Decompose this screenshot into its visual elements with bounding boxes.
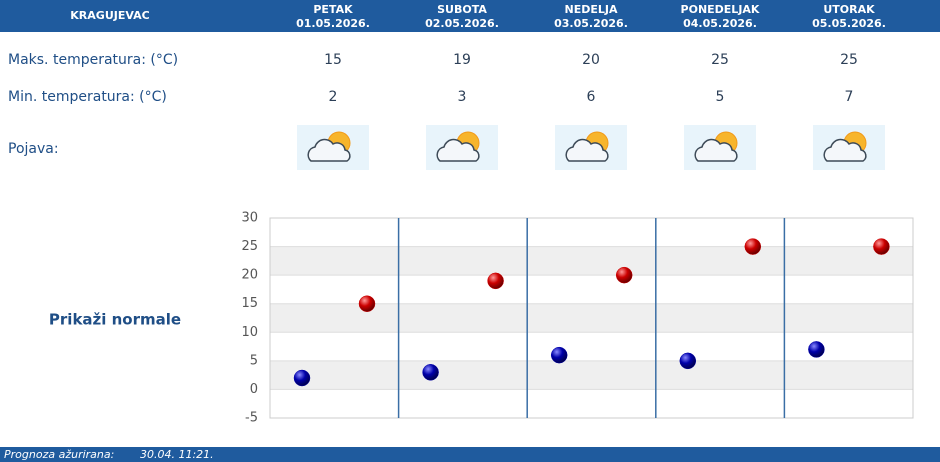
phenomenon-label: Pojava: [8, 141, 59, 157]
max-point [615, 266, 633, 284]
max-temp: 15 [324, 52, 342, 68]
min-temp: 6 [587, 89, 596, 105]
icon-cloud [694, 138, 738, 162]
max-point [873, 238, 890, 255]
day-name: PONEDELJAK [681, 3, 760, 16]
min-temp: 7 [845, 89, 854, 105]
grid-band [270, 246, 913, 276]
weather-icon [555, 125, 627, 170]
y-tick-label: 15 [241, 296, 258, 311]
max-point [358, 295, 376, 312]
icon-cloud [823, 138, 867, 162]
y-tick-label: 0 [250, 382, 258, 397]
max-point [744, 238, 762, 255]
max-temp: 25 [711, 52, 729, 68]
y-tick-label: 30 [241, 211, 258, 226]
weather-icon [297, 125, 369, 170]
weather-icon [426, 125, 498, 170]
min-label: Min. temperatura: (°C) [8, 89, 167, 105]
day-name: UTORAK [823, 3, 875, 16]
max-label: Maks. temperatura: (°C) [8, 52, 178, 68]
y-tick-label: 25 [241, 239, 258, 254]
min-temp: 2 [329, 89, 338, 105]
normals-link[interactable]: Prikaži normale [49, 311, 181, 329]
header-bar [0, 0, 940, 32]
y-tick-label: 10 [241, 325, 258, 340]
day-name: NEDELJA [565, 3, 618, 16]
footer-value: 30.04. 11:21. [140, 448, 214, 461]
day-name: PETAK [313, 3, 353, 16]
grid-band [270, 360, 913, 390]
min-point [679, 352, 697, 370]
day-date: 03.05.2026. [554, 17, 628, 30]
icon-cloud [565, 138, 609, 162]
city: KRAGUJEVAC [70, 9, 149, 22]
day-date: 05.05.2026. [812, 17, 886, 30]
day-date: 01.05.2026. [296, 17, 370, 30]
y-tick-label: 20 [241, 268, 258, 283]
weather-icon [684, 125, 756, 170]
y-tick-label: -5 [245, 411, 258, 426]
icon-cloud [307, 138, 351, 162]
min-point [293, 369, 311, 387]
footer-bar [0, 447, 940, 462]
icon-cloud [436, 138, 480, 162]
max-temp: 20 [582, 52, 600, 68]
day-date: 02.05.2026. [425, 17, 499, 30]
min-point [422, 364, 439, 381]
plot-border [269, 217, 914, 419]
min-point [550, 346, 568, 364]
max-point [487, 272, 504, 290]
weather-icon [813, 125, 885, 170]
day-date: 04.05.2026. [683, 17, 757, 30]
min-temp: 5 [716, 89, 725, 105]
day-name: SUBOTA [437, 3, 487, 16]
max-temp: 19 [453, 52, 471, 68]
y-tick-label: 5 [250, 353, 258, 368]
footer-label: Prognoza ažurirana: [4, 448, 114, 461]
grid-band [270, 303, 913, 333]
min-temp: 3 [458, 89, 467, 105]
max-temp: 25 [840, 52, 858, 68]
min-point [808, 341, 825, 358]
